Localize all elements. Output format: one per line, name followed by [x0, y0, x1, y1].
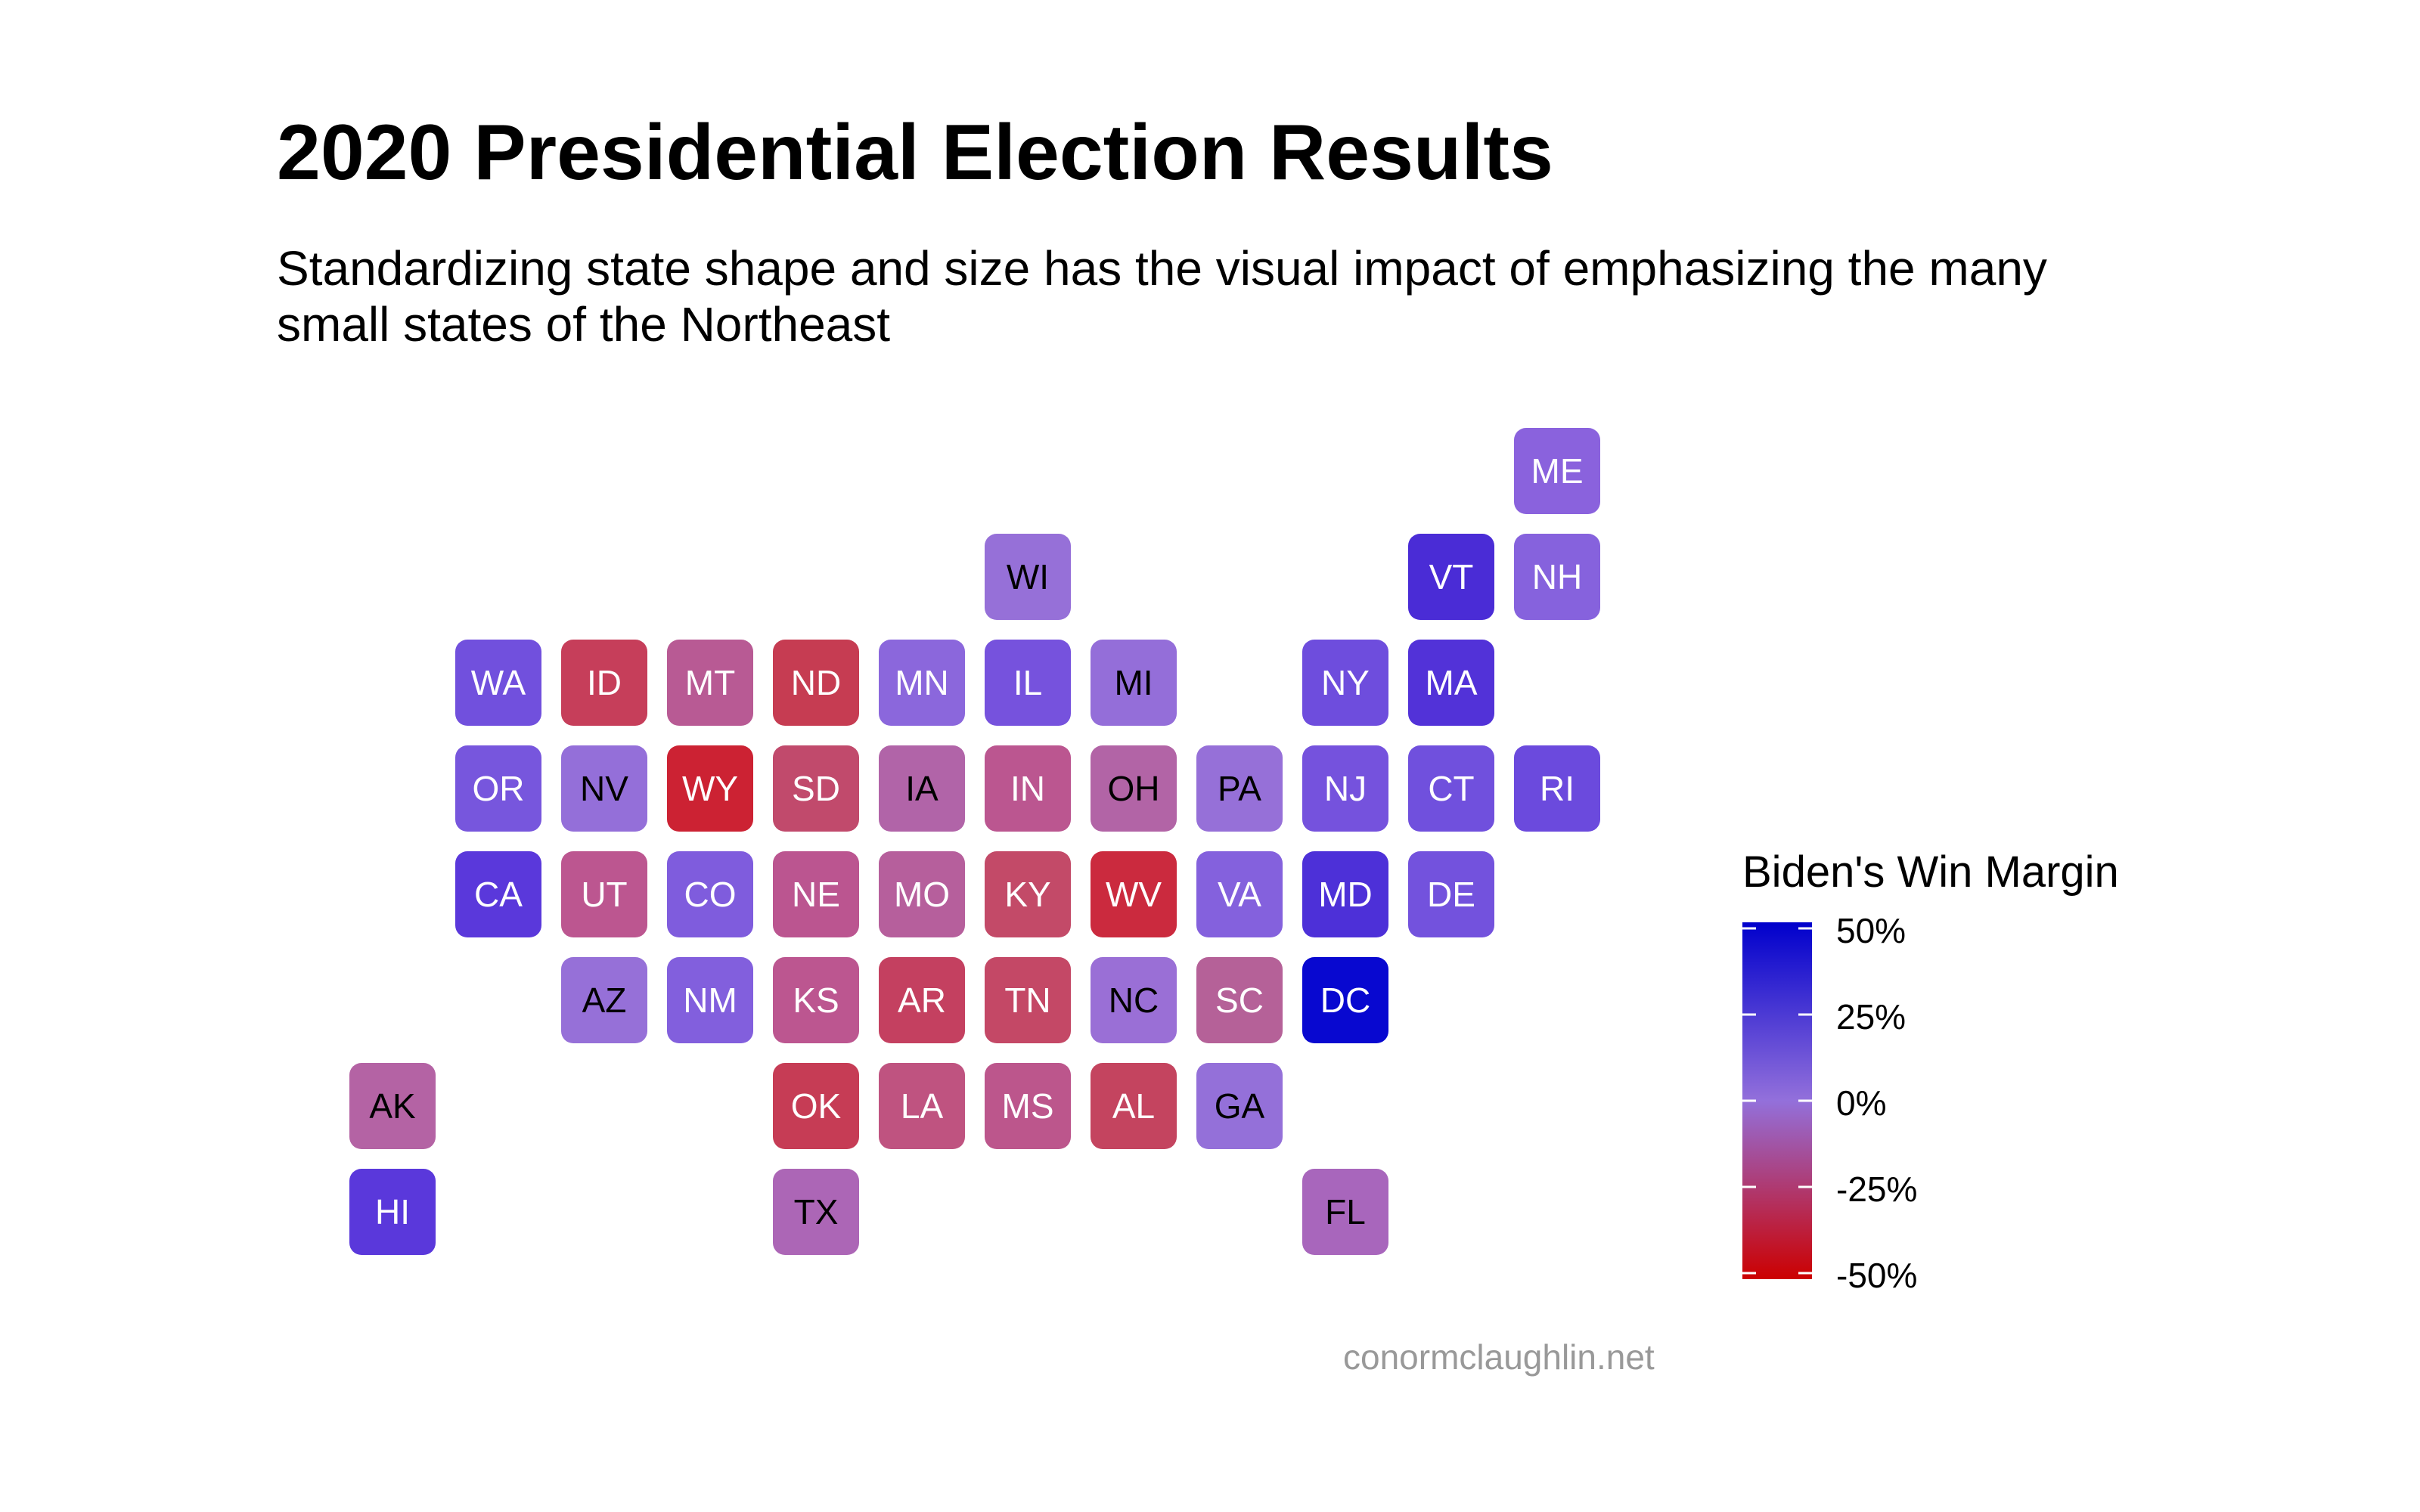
state-tile-in: IN — [985, 745, 1071, 832]
legend-label-0: 0% — [1836, 1083, 1887, 1123]
state-tile-me: ME — [1514, 428, 1600, 514]
source-caption: conormclaughlin.net — [1343, 1337, 1655, 1377]
legend-label-neg25: -25% — [1836, 1170, 1918, 1209]
state-tile-wi: WI — [985, 534, 1071, 620]
legend-gradient — [1742, 922, 1812, 1279]
legend-title: Biden's Win Margin — [1742, 847, 2119, 897]
state-tile-az: AZ — [561, 957, 647, 1043]
state-tile-ut: UT — [561, 851, 647, 937]
state-tile-ct: CT — [1408, 745, 1494, 832]
state-tile-wa: WA — [455, 640, 541, 726]
state-tile-hi: HI — [349, 1169, 436, 1255]
state-tile-va: VA — [1196, 851, 1283, 937]
state-tile-ma: MA — [1408, 640, 1494, 726]
state-tile-ks: KS — [773, 957, 859, 1043]
state-tile-tn: TN — [985, 957, 1071, 1043]
legend-label-50: 50% — [1836, 911, 1907, 950]
chart-title: 2020 Presidential Election Results — [277, 109, 1553, 197]
state-tile-ar: AR — [879, 957, 965, 1043]
state-tile-fl: FL — [1302, 1169, 1388, 1255]
state-tile-wv: WV — [1091, 851, 1177, 937]
state-tile-id: ID — [561, 640, 647, 726]
state-tile-ms: MS — [985, 1063, 1071, 1149]
state-tile-mo: MO — [879, 851, 965, 937]
state-tile-wy: WY — [667, 745, 753, 832]
state-tile-dc: DC — [1302, 957, 1388, 1043]
state-tile-mn: MN — [879, 640, 965, 726]
state-tile-de: DE — [1408, 851, 1494, 937]
legend-label-25: 25% — [1836, 997, 1907, 1036]
state-tile-ga: GA — [1196, 1063, 1283, 1149]
legend-label-neg50: -50% — [1836, 1256, 1918, 1295]
state-tile-nd: ND — [773, 640, 859, 726]
state-tile-ky: KY — [985, 851, 1071, 937]
state-tile-co: CO — [667, 851, 753, 937]
state-tile-al: AL — [1091, 1063, 1177, 1149]
state-tile-ca: CA — [455, 851, 541, 937]
state-tile-mi: MI — [1091, 640, 1177, 726]
state-tile-pa: PA — [1196, 745, 1283, 832]
state-tile-ak: AK — [349, 1063, 436, 1149]
legend-color-bar — [1742, 922, 1812, 1279]
state-tile-oh: OH — [1091, 745, 1177, 832]
state-tile-nm: NM — [667, 957, 753, 1043]
state-tile-or: OR — [455, 745, 541, 832]
state-tile-ne: NE — [773, 851, 859, 937]
state-tile-vt: VT — [1408, 534, 1494, 620]
chart-subtitle: Standardizing state shape and size has t… — [277, 241, 2047, 352]
state-tile-ny: NY — [1302, 640, 1388, 726]
state-tile-tx: TX — [773, 1169, 859, 1255]
state-tile-mt: MT — [667, 640, 753, 726]
state-tile-nj: NJ — [1302, 745, 1388, 832]
state-tile-sd: SD — [773, 745, 859, 832]
state-tile-il: IL — [985, 640, 1071, 726]
state-tile-la: LA — [879, 1063, 965, 1149]
state-tile-ri: RI — [1514, 745, 1600, 832]
state-tile-sc: SC — [1196, 957, 1283, 1043]
state-tile-md: MD — [1302, 851, 1388, 937]
state-tile-nc: NC — [1091, 957, 1177, 1043]
state-tile-nh: NH — [1514, 534, 1600, 620]
state-tile-ia: IA — [879, 745, 965, 832]
state-tile-ok: OK — [773, 1063, 859, 1149]
state-tile-nv: NV — [561, 745, 647, 832]
